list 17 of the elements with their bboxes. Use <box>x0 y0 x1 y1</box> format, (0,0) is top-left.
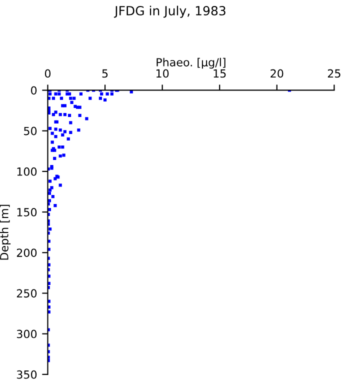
y-tick-label: 0 <box>30 86 37 95</box>
x-tick-label: 25 <box>328 69 340 78</box>
y-tick-label: 200 <box>16 248 37 257</box>
y-tick-label: 50 <box>24 126 37 136</box>
y-axis-title: Depth [m] <box>0 204 11 260</box>
x-tick-label: 15 <box>214 69 226 78</box>
y-tick-label: 300 <box>16 330 37 338</box>
y-tick-label: 250 <box>16 289 37 298</box>
y-tick-label: 350 <box>16 370 37 379</box>
y-tick-label: 150 <box>17 208 37 216</box>
y-tick-label: 100 <box>17 167 37 176</box>
x-tick-label: 20 <box>270 69 284 78</box>
x-tick-label: 5 <box>102 69 108 78</box>
x-tick-label: 0 <box>44 69 51 78</box>
x-axis-title: Phaeo. [µg/l] <box>156 58 226 69</box>
chart-title: JFDG in July, 1983 <box>114 6 226 18</box>
x-tick-label: 10 <box>156 69 169 78</box>
